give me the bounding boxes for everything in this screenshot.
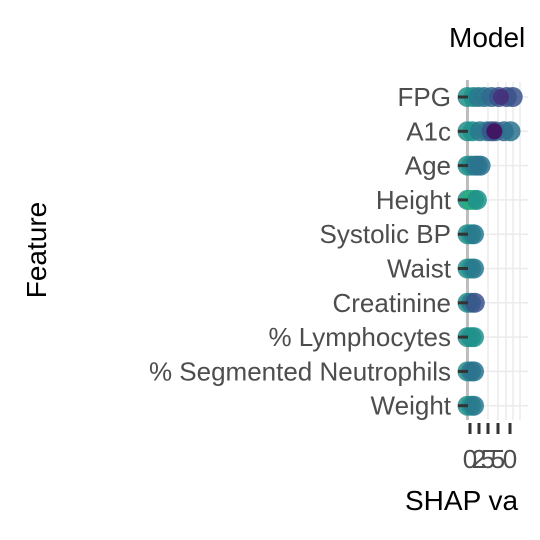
shap-point (470, 155, 491, 176)
x-tick-label: 2 (472, 444, 486, 474)
y-tick-label: Height (376, 185, 452, 215)
y-tick-label: Weight (371, 391, 452, 421)
shap-point (464, 258, 484, 279)
x-axis-title: SHAP va (405, 485, 519, 516)
x-tick-label: 0 (503, 444, 517, 474)
x-tick-label: 0 (463, 444, 477, 474)
shap-point (464, 395, 484, 416)
shap-point (464, 361, 484, 382)
shap-point (486, 123, 503, 140)
shap-point (502, 87, 523, 107)
x-tick-label: 5 (491, 444, 505, 474)
shap-point (464, 224, 484, 245)
y-tick-label: FPG (398, 82, 451, 112)
y-axis-ticks: FPG A1c Age Height Systolic BP Waist Creatinin… (149, 82, 468, 421)
y-tick-label: Systolic BP (320, 219, 452, 249)
y-tick-label: Creatinine (332, 288, 451, 318)
y-tick-label: Waist (387, 254, 452, 284)
y-tick-label: Age (405, 151, 451, 181)
shap-point (500, 121, 521, 142)
y-axis-title: Feature (21, 202, 52, 299)
shap-points (457, 87, 523, 416)
shap-point (464, 327, 484, 348)
chart-title: Model (449, 22, 525, 53)
shap-point (493, 89, 509, 105)
shap-point (466, 189, 487, 210)
y-tick-label: % Lymphocytes (268, 322, 451, 352)
y-tick-label: % Segmented Neutrophils (149, 356, 451, 386)
x-tick-label: 5 (481, 444, 495, 474)
y-tick-label: A1c (406, 116, 451, 146)
shap-point (464, 292, 485, 313)
